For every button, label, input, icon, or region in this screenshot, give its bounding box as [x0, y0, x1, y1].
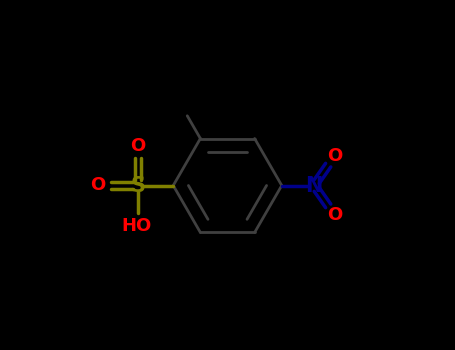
- Text: HO: HO: [121, 217, 152, 236]
- Text: N: N: [305, 175, 323, 196]
- Text: O: O: [131, 137, 146, 155]
- Text: O: O: [327, 206, 342, 224]
- Text: O: O: [91, 176, 106, 195]
- Text: O: O: [327, 147, 342, 165]
- Text: S: S: [131, 175, 146, 196]
